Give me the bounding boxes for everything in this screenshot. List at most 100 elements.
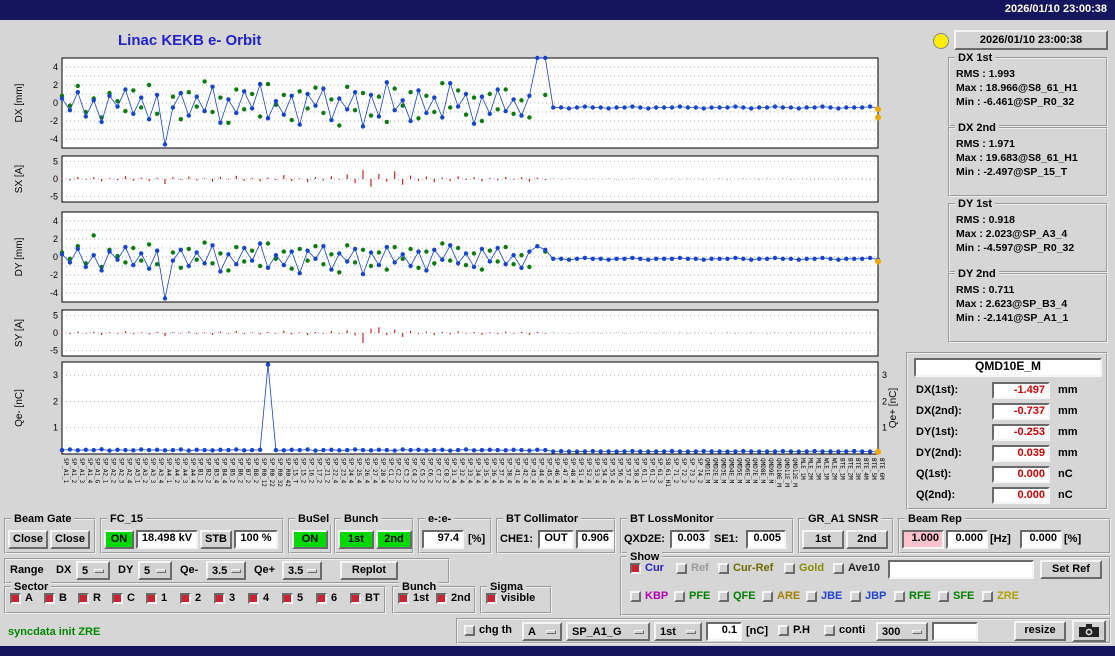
checkbox[interactable] [44, 592, 55, 604]
checkbox[interactable] [464, 624, 475, 636]
gr-snsr-2nd-button[interactable]: 2nd [846, 530, 888, 549]
show-checkbox-sfe[interactable]: SFE [938, 590, 974, 602]
checkbox[interactable] [146, 592, 157, 604]
show-checkbox-are[interactable]: ARE [762, 590, 800, 602]
checkbox[interactable] [630, 590, 641, 602]
bpm-x-label: WLE_1M [823, 458, 830, 480]
sector-checkbox-4[interactable]: 4 [248, 592, 269, 604]
checkbox[interactable] [214, 592, 225, 604]
replot-button[interactable]: Replot [340, 561, 398, 580]
checkbox[interactable] [778, 624, 789, 636]
checkbox[interactable] [718, 562, 729, 574]
sector-checkbox-5[interactable]: 5 [282, 592, 303, 604]
show-checkbox-rfe[interactable]: RFE [894, 590, 931, 602]
checkbox[interactable] [78, 592, 89, 604]
checkbox[interactable] [676, 562, 687, 574]
range-qe-minus-select[interactable]: 3.5 [206, 561, 246, 580]
q-1st-point [194, 447, 199, 452]
sector-checkbox-1[interactable]: 1 [146, 592, 167, 604]
checkbox[interactable] [850, 590, 861, 602]
range-dx-select[interactable]: 5 [76, 561, 110, 580]
q-1st-point [234, 447, 239, 452]
chg-th-checkbox-item[interactable]: chg th [464, 624, 512, 636]
sector-checkbox-3[interactable]: 3 [214, 592, 235, 604]
q-1st-point [788, 449, 794, 454]
conti-checkbox-item[interactable]: conti [824, 624, 865, 636]
show-checkbox-kbp[interactable]: KBP [630, 590, 668, 602]
dy-2nd-point [455, 245, 461, 251]
ref-name-input[interactable] [888, 560, 1034, 579]
checkbox[interactable] [894, 590, 905, 602]
show-checkbox-cur[interactable]: Cur [630, 562, 664, 574]
screenshot-button[interactable] [1072, 620, 1106, 642]
bpm-select[interactable]: SP_A1_G [566, 622, 650, 641]
dy-1st-point [669, 256, 675, 261]
sector-checkbox-c[interactable]: C [112, 592, 135, 604]
sector-checkbox-2[interactable]: 2 [180, 592, 201, 604]
checkbox[interactable] [436, 592, 447, 604]
show-checkbox-jbe[interactable]: JBE [806, 590, 842, 602]
checkbox[interactable] [718, 590, 729, 602]
checkbox[interactable] [938, 590, 949, 602]
checkbox[interactable] [180, 592, 191, 604]
bpm-x-label: BTE_6M [878, 458, 885, 480]
checkbox[interactable] [674, 590, 685, 602]
bunch-2nd-button[interactable]: 2nd [376, 530, 412, 549]
show-checkbox-pfe[interactable]: PFE [674, 590, 710, 602]
sector-checkbox-a[interactable]: A [10, 592, 33, 604]
checkbox[interactable] [350, 592, 361, 604]
show-checkbox-ref[interactable]: Ref [676, 562, 709, 574]
checkbox[interactable] [248, 592, 259, 604]
bpm-x-label: SP_R0_32 [276, 458, 283, 487]
fc15-on-button[interactable]: ON [104, 530, 134, 549]
checkbox[interactable] [486, 592, 497, 604]
show-checkbox-jbp[interactable]: JBP [850, 590, 886, 602]
sector-checkbox-r[interactable]: R [78, 592, 101, 604]
set-ref-button[interactable]: Set Ref [1040, 560, 1102, 579]
checkbox[interactable] [316, 592, 327, 604]
range-dy-select[interactable]: 5 [138, 561, 172, 580]
gr-snsr-1st-button[interactable]: 1st [802, 530, 844, 549]
bpm-name-display[interactable]: QMD10E_M [914, 358, 1102, 377]
resize-button[interactable]: resize [1014, 621, 1066, 641]
show-checkbox-ave10[interactable]: Ave10 [833, 562, 880, 574]
bunch-1st-button[interactable]: 1st [338, 530, 374, 549]
checkbox-label: ZRE [997, 590, 1019, 602]
dx-2nd-point [479, 118, 485, 124]
checkbox[interactable] [982, 590, 993, 602]
threshold-display[interactable]: 0.1 [706, 622, 742, 641]
checkbox[interactable] [282, 592, 293, 604]
checkbox[interactable] [630, 562, 641, 574]
ph-checkbox-item[interactable]: P.H [778, 624, 810, 636]
checkbox[interactable] [824, 624, 835, 636]
checkbox[interactable] [762, 590, 773, 602]
beam-gate-close-2-button[interactable]: Close [50, 530, 90, 549]
show-checkbox-gold[interactable]: Gold [784, 562, 824, 574]
sector-checkbox-b[interactable]: B [44, 592, 67, 604]
repeat-count-select[interactable]: 300 [876, 622, 928, 641]
show-checkbox-qfe[interactable]: QFE [718, 590, 756, 602]
checkbox[interactable] [784, 562, 795, 574]
unit-select[interactable]: A [522, 622, 562, 641]
q-1st-point [733, 449, 738, 454]
checkbox[interactable] [112, 592, 123, 604]
sector-checkbox-bt[interactable]: BT [350, 592, 380, 604]
range-qe-plus-select[interactable]: 3.5 [282, 561, 322, 580]
bunch-checkbox-1st[interactable]: 1st [398, 592, 429, 604]
sigma-visible-checkbox[interactable]: visible [486, 592, 535, 604]
checkbox[interactable] [833, 562, 844, 574]
status-entry-input[interactable] [932, 622, 978, 641]
busel-on-button[interactable]: ON [292, 530, 328, 549]
beam-gate-close-1-button[interactable]: Close [8, 530, 48, 549]
checkbox[interactable] [10, 592, 21, 604]
fc15-stb-button[interactable]: STB [200, 530, 232, 549]
bunch-order-select[interactable]: 1st [654, 622, 702, 641]
dx-2nd-point [463, 112, 469, 117]
checkbox[interactable] [398, 592, 409, 604]
sector-checkbox-6[interactable]: 6 [316, 592, 337, 604]
show-checkbox-cur-ref[interactable]: Cur-Ref [718, 562, 773, 574]
checkbox[interactable] [806, 590, 817, 602]
q-1st-point [495, 447, 500, 453]
show-checkbox-zre[interactable]: ZRE [982, 590, 1019, 602]
bunch-checkbox-2nd[interactable]: 2nd [436, 592, 471, 604]
